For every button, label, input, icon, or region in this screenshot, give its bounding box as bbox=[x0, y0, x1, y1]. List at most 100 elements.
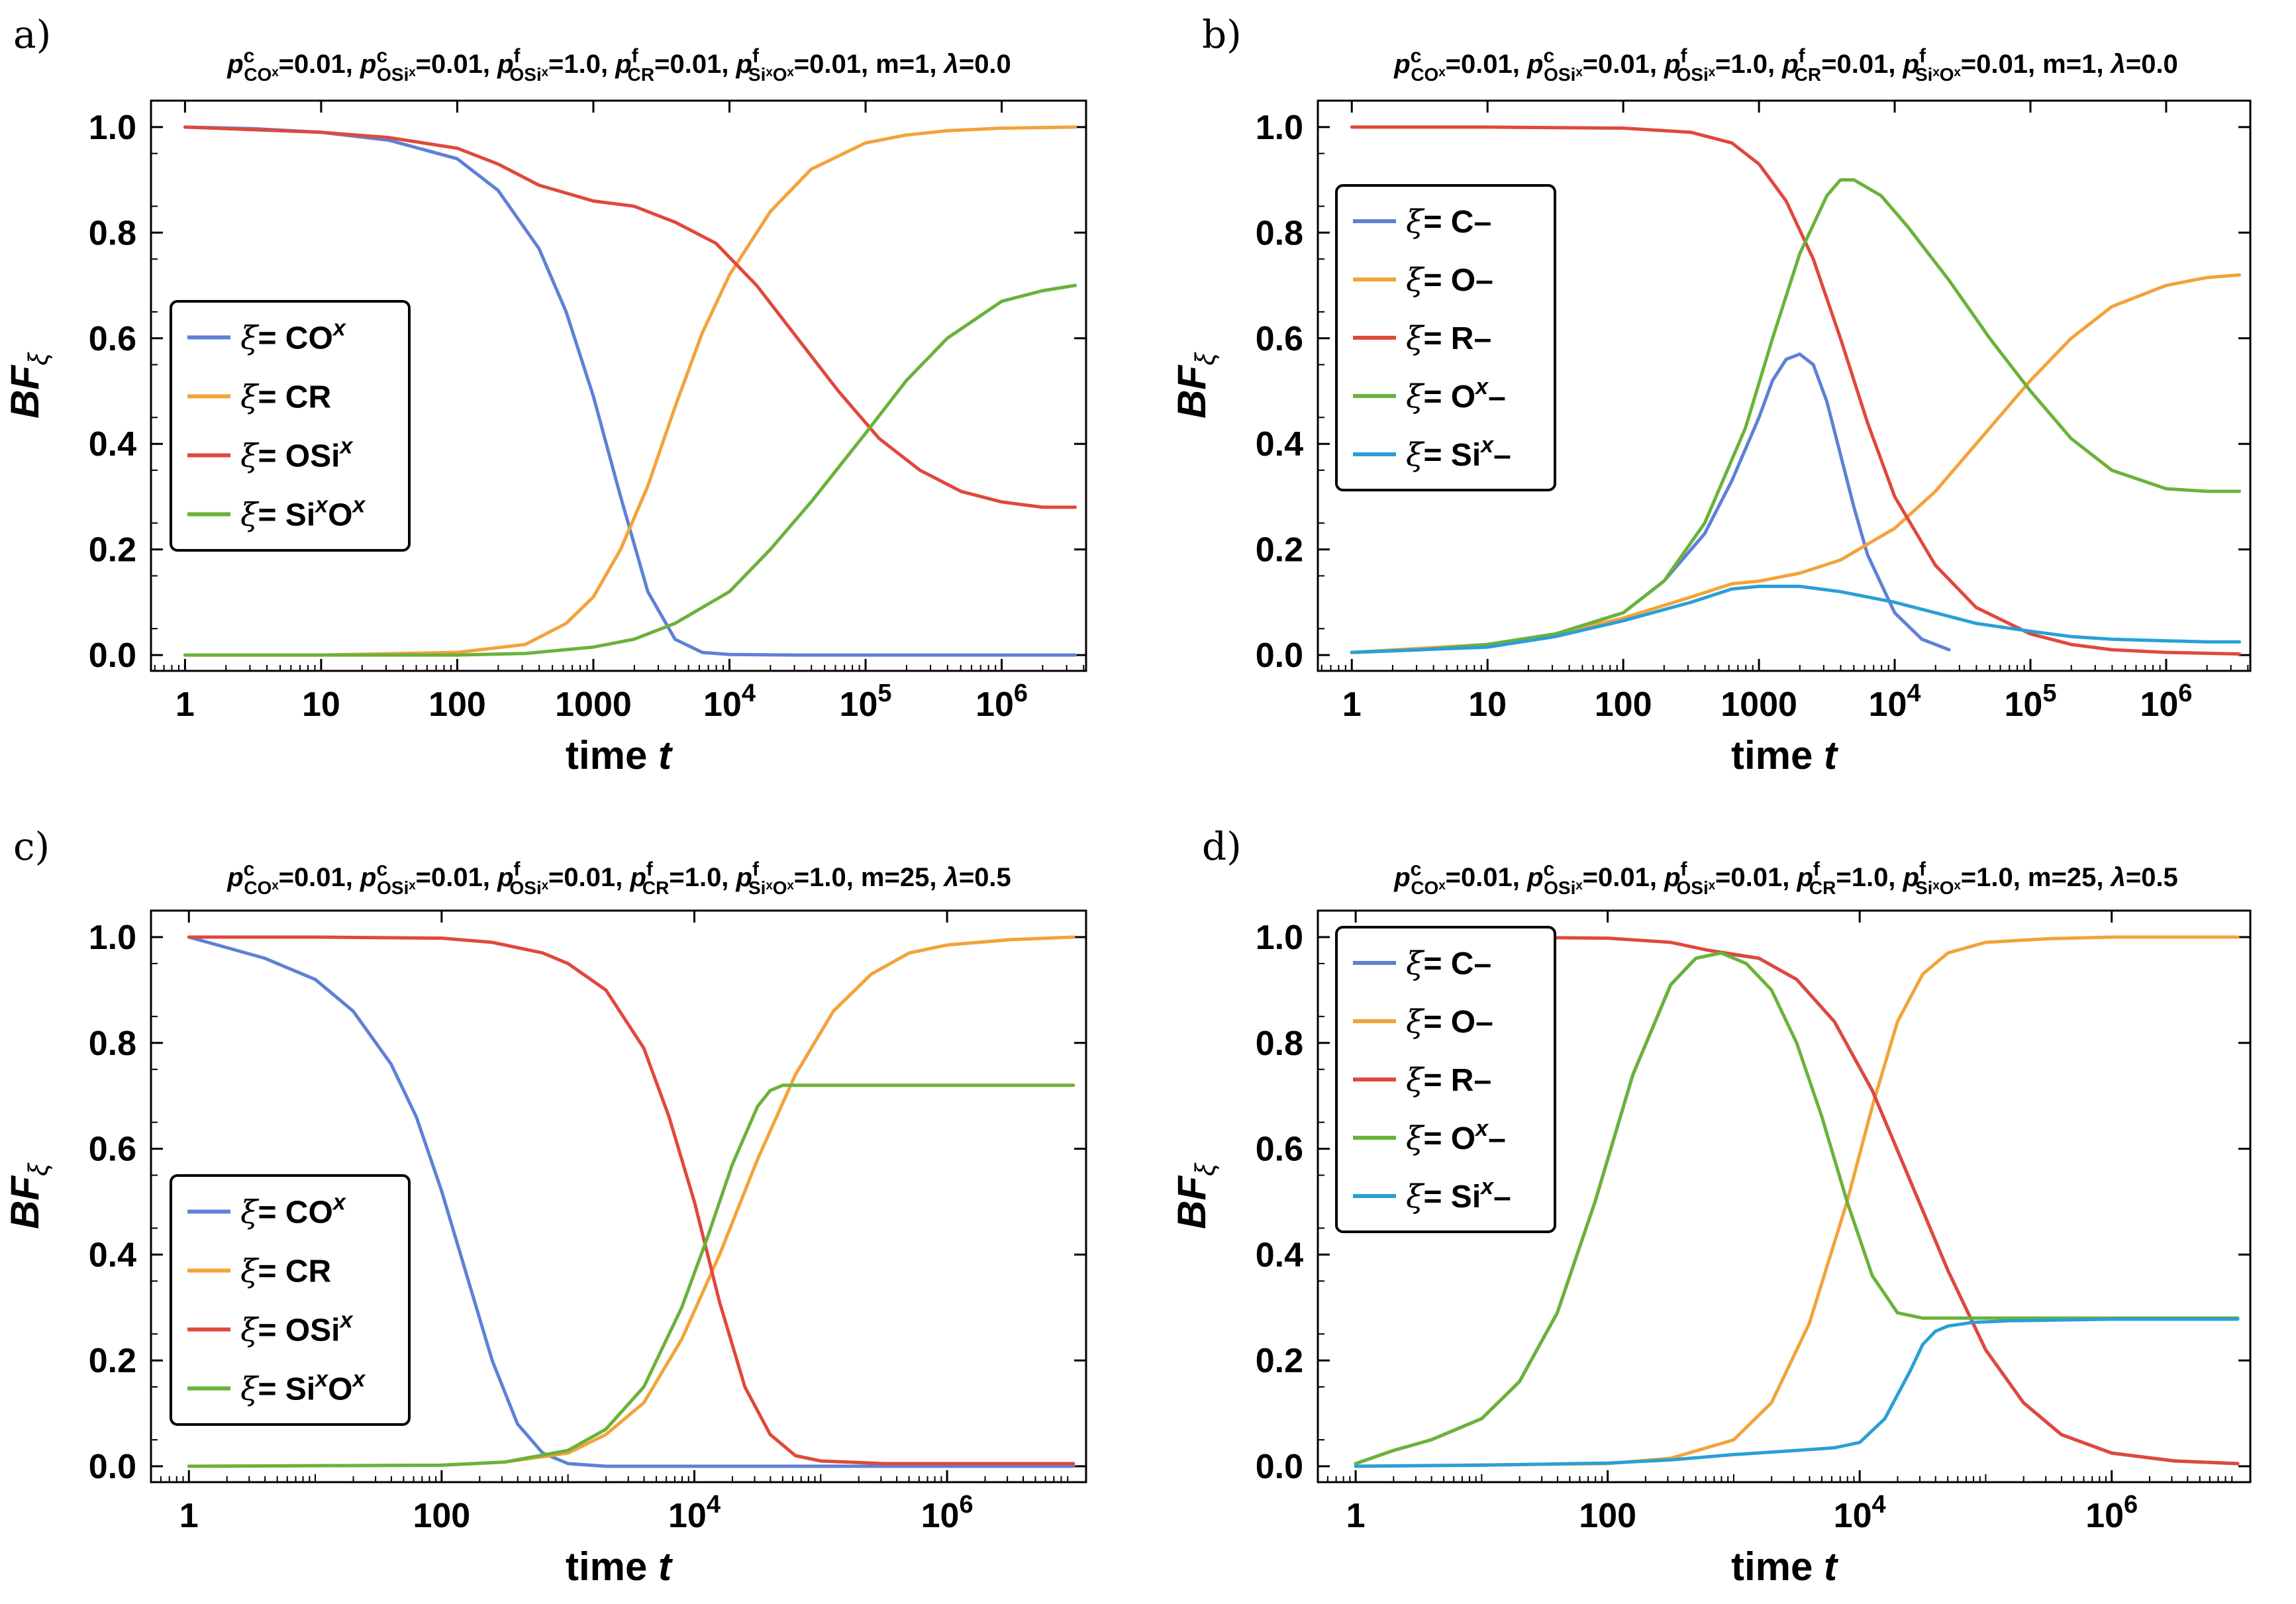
series-line-1 bbox=[187, 935, 1075, 1468]
plot-frame bbox=[150, 99, 1087, 672]
y-tick-label: 0.8 bbox=[1256, 1025, 1303, 1063]
legend-entry: ξ= CR bbox=[240, 1253, 331, 1290]
x-tick-label: 100 bbox=[413, 1497, 470, 1535]
x-tick-label: 10 bbox=[302, 685, 340, 724]
x-tick-label: 10 bbox=[1468, 685, 1507, 724]
x-tick-label: 104 bbox=[668, 1491, 721, 1535]
y-tick-label: 0.0 bbox=[1256, 636, 1303, 675]
legend-box bbox=[170, 1174, 411, 1426]
y-tick-label: 0.0 bbox=[89, 1448, 136, 1486]
x-axis-title: time t bbox=[1731, 733, 1839, 777]
plot-frame bbox=[1317, 909, 2252, 1483]
legend-entry: ξ= COx bbox=[240, 316, 347, 357]
legend-entry: ξ= Ox– bbox=[1406, 1116, 1506, 1157]
y-tick-label: 0.4 bbox=[1256, 1236, 1303, 1274]
legend-box bbox=[170, 300, 411, 552]
panel-label: d) bbox=[1202, 824, 1242, 869]
plot-frame bbox=[1317, 99, 2252, 672]
legend-entry: ξ= O– bbox=[1406, 262, 1493, 299]
series-line-4 bbox=[1354, 951, 2240, 1466]
x-tick-label: 104 bbox=[1834, 1491, 1886, 1535]
y-tick-label: 0.6 bbox=[1256, 1130, 1303, 1169]
x-tick-label: 1 bbox=[175, 685, 195, 724]
legend-entry: ξ= SixOx bbox=[240, 1367, 366, 1408]
y-axis-title: BFξ bbox=[1170, 1162, 1221, 1229]
y-tick-label: 0.4 bbox=[89, 425, 136, 464]
y-tick-label: 0.2 bbox=[89, 1342, 136, 1380]
plot-frame bbox=[150, 909, 1087, 1483]
y-tick-label: 0.0 bbox=[1256, 1448, 1303, 1486]
y-tick-label: 0.4 bbox=[89, 1236, 136, 1274]
series-line-5 bbox=[1354, 1317, 2240, 1468]
legend-entry: ξ= CR bbox=[240, 379, 331, 416]
legend: ξ= C– ξ= O– ξ= R– ξ= Ox– ξ= Six– bbox=[1335, 184, 1556, 491]
y-tick-label: 0.8 bbox=[1256, 214, 1303, 252]
x-tick-label: 1 bbox=[1346, 1497, 1366, 1535]
series-line-2 bbox=[1350, 273, 2242, 654]
x-tick-label: 106 bbox=[2140, 679, 2192, 724]
y-tick-label: 0.8 bbox=[89, 1025, 136, 1063]
y-tick-label: 0.6 bbox=[1256, 320, 1303, 358]
series-line-3 bbox=[1350, 125, 2242, 656]
x-tick-label: 100 bbox=[428, 685, 486, 724]
y-tick-label: 0.2 bbox=[89, 531, 136, 570]
legend-entry: ξ= Six– bbox=[1406, 1174, 1511, 1215]
legend-entry: ξ= C– bbox=[1406, 945, 1491, 982]
series-line-5 bbox=[1350, 584, 2242, 654]
series-lines bbox=[183, 125, 1077, 657]
y-tick-label: 1.0 bbox=[89, 109, 136, 147]
x-tick-label: 106 bbox=[2085, 1491, 2138, 1535]
series-line-4 bbox=[1350, 178, 2242, 654]
x-tick-label: 105 bbox=[840, 679, 892, 724]
x-tick-label: 104 bbox=[703, 679, 756, 724]
y-tick-label: 0.2 bbox=[1256, 1342, 1303, 1380]
x-axis-title: time t bbox=[566, 1544, 674, 1589]
series-lines bbox=[1350, 125, 2242, 656]
panel-label: c) bbox=[13, 824, 50, 869]
series-line-1 bbox=[183, 125, 1077, 657]
legend: ξ= COx ξ= CR ξ= OSix ξ= SixOx bbox=[170, 300, 411, 552]
y-tick-label: 1.0 bbox=[89, 919, 136, 957]
y-tick-label: 1.0 bbox=[1256, 919, 1303, 957]
x-tick-label: 106 bbox=[975, 679, 1028, 724]
x-tick-label: 100 bbox=[1595, 685, 1652, 724]
series-line-2 bbox=[1354, 935, 2240, 1468]
y-tick-label: 0.0 bbox=[89, 636, 136, 675]
panel-label: b) bbox=[1202, 12, 1242, 57]
x-tick-label: 1 bbox=[1342, 685, 1362, 724]
x-axis-title: time t bbox=[566, 733, 674, 777]
x-tick-label: 104 bbox=[1869, 679, 1921, 724]
x-tick-label: 106 bbox=[921, 1491, 973, 1535]
y-tick-label: 0.8 bbox=[89, 214, 136, 252]
series-line-3 bbox=[187, 935, 1075, 1466]
panel-label: a) bbox=[13, 12, 51, 57]
x-tick-label: 105 bbox=[2004, 679, 2056, 724]
legend-entry: ξ= C– bbox=[1406, 203, 1491, 240]
series-line-3 bbox=[183, 125, 1077, 509]
y-axis-title: BFξ bbox=[1170, 352, 1221, 419]
legend-entry: ξ= OSix bbox=[240, 1308, 354, 1349]
series-lines bbox=[187, 935, 1075, 1468]
legend-box bbox=[1335, 926, 1556, 1233]
legend-entry: ξ= R– bbox=[1406, 1062, 1491, 1099]
series-line-2 bbox=[183, 125, 1077, 657]
legend-entry: ξ= OSix bbox=[240, 434, 354, 475]
x-axis-title: time t bbox=[1731, 1544, 1839, 1589]
y-tick-label: 0.6 bbox=[89, 320, 136, 358]
legend-entry: ξ= SixOx bbox=[240, 493, 366, 534]
x-tick-label: 100 bbox=[1579, 1497, 1636, 1535]
x-tick-label: 1 bbox=[179, 1497, 199, 1535]
legend: ξ= C– ξ= O– ξ= R– ξ= Ox– ξ= Six– bbox=[1335, 926, 1556, 1233]
y-tick-label: 0.6 bbox=[89, 1130, 136, 1169]
legend-entry: ξ= O– bbox=[1406, 1003, 1493, 1040]
x-tick-label: 1000 bbox=[555, 685, 632, 724]
legend-entry: ξ= COx bbox=[240, 1190, 347, 1231]
